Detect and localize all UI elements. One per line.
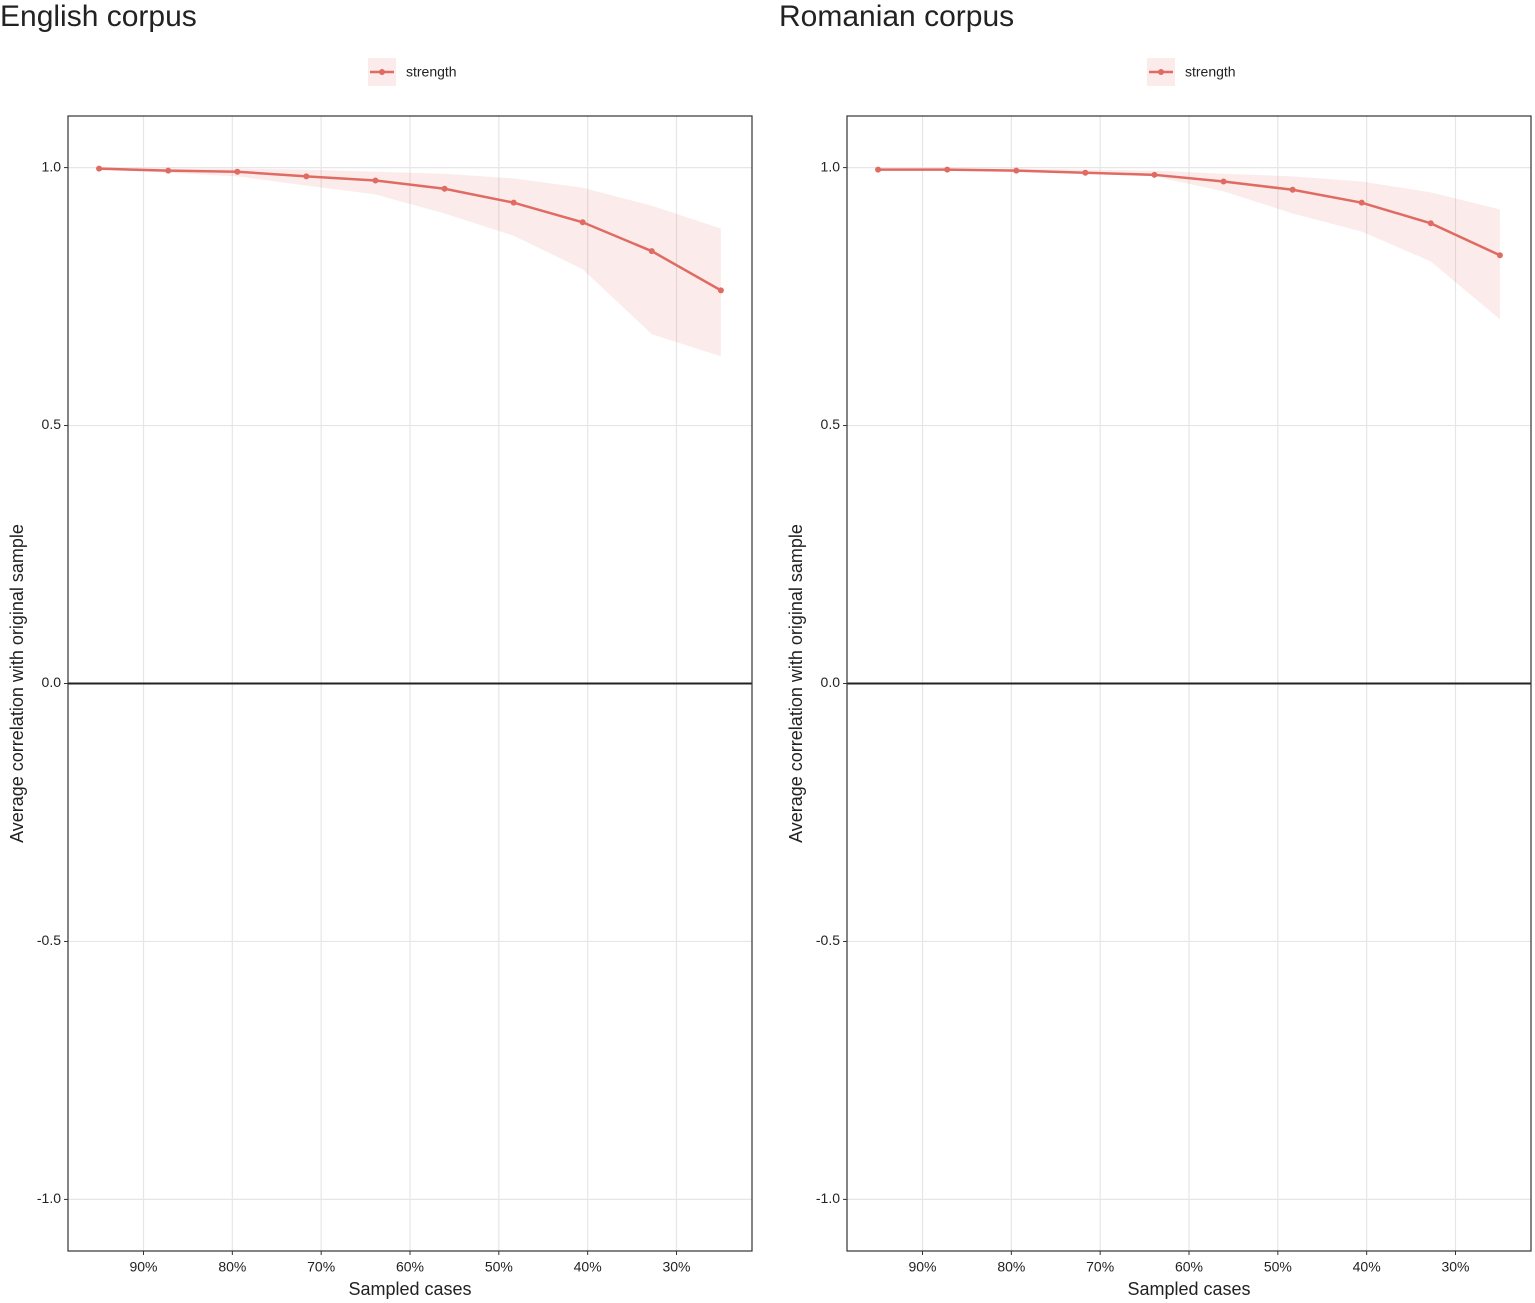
legend-key-point bbox=[379, 69, 385, 75]
series-point bbox=[648, 248, 655, 255]
confidence-band bbox=[99, 167, 721, 357]
x-tick-label: 80% bbox=[997, 1259, 1025, 1275]
x-tick-label: 50% bbox=[1264, 1259, 1292, 1275]
legend-label: strength bbox=[406, 64, 457, 80]
legend-label: strength bbox=[1185, 64, 1236, 80]
series-line bbox=[99, 167, 722, 292]
series-point bbox=[1082, 169, 1089, 176]
x-tick-label: 40% bbox=[574, 1259, 602, 1275]
series-point bbox=[1151, 171, 1158, 178]
x-axis-label: Sampled cases bbox=[348, 1279, 471, 1299]
panel-title: English corpus bbox=[0, 0, 197, 33]
series-point bbox=[1496, 252, 1503, 259]
legend-key-point bbox=[1158, 69, 1164, 75]
series-point bbox=[579, 219, 586, 226]
y-tick-label: 0.0 bbox=[821, 674, 841, 690]
x-tick-label: 50% bbox=[485, 1259, 513, 1275]
y-tick-label: 1.0 bbox=[821, 158, 841, 174]
y-tick-label: 0.5 bbox=[821, 416, 841, 432]
y-tick-label: 0.0 bbox=[42, 674, 62, 690]
y-tick-label: -0.5 bbox=[37, 932, 61, 948]
y-axis-label: Average correlation with original sample bbox=[786, 524, 806, 843]
panel: Romanian corpus -1.0 -0.5 0.0 0.5 1.0 90% 80% 70… bbox=[779, 0, 1532, 1299]
x-tick-label: 70% bbox=[307, 1259, 335, 1275]
series-point bbox=[234, 168, 241, 175]
y-tick-label: 0.5 bbox=[42, 416, 62, 432]
series-point bbox=[96, 165, 103, 172]
series-point bbox=[510, 199, 517, 206]
y-tick-label: -1.0 bbox=[816, 1190, 840, 1206]
series-point bbox=[717, 287, 724, 294]
series-point bbox=[1220, 178, 1227, 185]
x-tick-label: 80% bbox=[218, 1259, 246, 1275]
x-tick-label: 60% bbox=[396, 1259, 424, 1275]
plot-border bbox=[67, 115, 753, 1252]
confidence-band bbox=[878, 168, 1500, 320]
x-tick-label: 30% bbox=[662, 1259, 690, 1275]
panel: English corpus -1.0 -0.5 0.0 0.5 1.0 90% 80% 70%… bbox=[0, 0, 753, 1299]
x-tick-label: 60% bbox=[1175, 1259, 1203, 1275]
series-point bbox=[944, 166, 951, 173]
series-line bbox=[878, 168, 1501, 257]
series-point bbox=[372, 177, 379, 184]
series-point bbox=[1289, 186, 1296, 193]
y-tick-label: -1.0 bbox=[37, 1190, 61, 1206]
series-point bbox=[1013, 167, 1020, 174]
series-point bbox=[303, 173, 310, 180]
x-tick-label: 30% bbox=[1441, 1259, 1469, 1275]
x-tick-label: 90% bbox=[129, 1259, 157, 1275]
y-axis-label: Average correlation with original sample bbox=[7, 524, 27, 843]
y-tick-label: -0.5 bbox=[816, 932, 840, 948]
y-tick-label: 1.0 bbox=[42, 158, 62, 174]
series-point bbox=[165, 167, 172, 174]
x-tick-label: 40% bbox=[1353, 1259, 1381, 1275]
plot-border bbox=[846, 115, 1532, 1252]
series-point bbox=[875, 166, 882, 173]
series-point bbox=[1358, 199, 1365, 206]
x-axis-label: Sampled cases bbox=[1127, 1279, 1250, 1299]
series-point bbox=[441, 185, 448, 192]
x-tick-label: 70% bbox=[1086, 1259, 1114, 1275]
series-point bbox=[1427, 220, 1434, 227]
x-tick-label: 90% bbox=[908, 1259, 936, 1275]
panel-title: Romanian corpus bbox=[779, 0, 1014, 33]
